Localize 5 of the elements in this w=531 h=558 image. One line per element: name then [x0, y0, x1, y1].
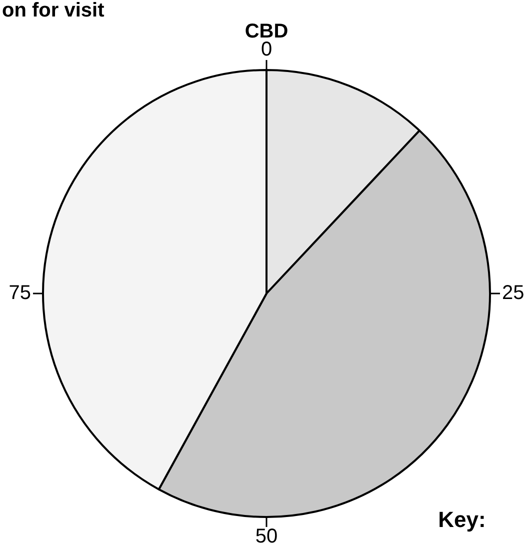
legend-title: Key: [438, 507, 486, 532]
text: 50 [255, 526, 278, 548]
chart-title: on for visit [2, 0, 105, 22]
text: 75 [8, 282, 31, 304]
text: 25 [502, 282, 524, 304]
